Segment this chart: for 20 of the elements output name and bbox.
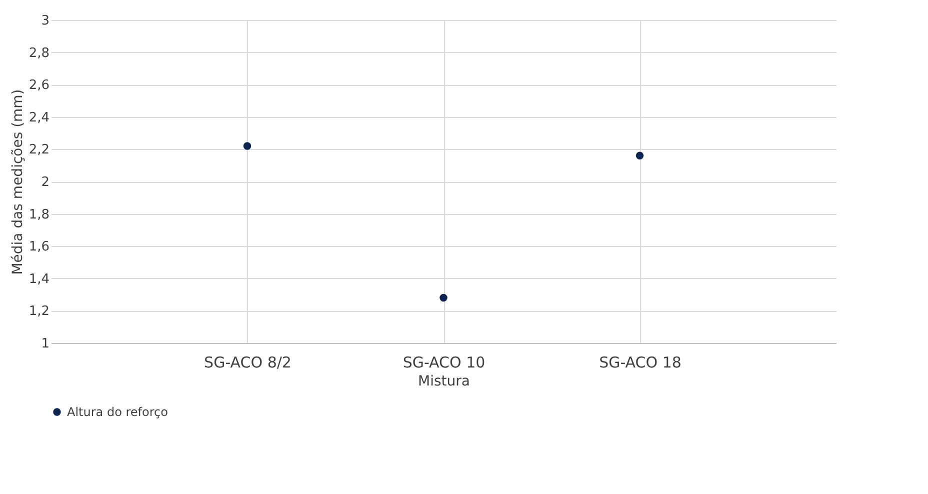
y-tick-label: 1,4 xyxy=(28,272,50,287)
y-tick-label: 1,2 xyxy=(28,304,50,320)
y-tick-label: 1 xyxy=(41,336,50,352)
y-tick-label: 3 xyxy=(41,14,50,28)
x-tick-label: SG-ACO 18 xyxy=(599,354,682,372)
point xyxy=(636,152,644,160)
y-tick-label: 2,4 xyxy=(28,110,50,126)
y-tick-label: 2,8 xyxy=(28,46,50,61)
y-tick-label: 2 xyxy=(41,175,50,190)
x-tick-label: SG-ACO 10 xyxy=(402,354,486,372)
y-tick-label: 2,6 xyxy=(28,78,50,94)
legend-label: Altura do reforço xyxy=(67,405,168,419)
x-tick-label: SG-ACO 8/2 xyxy=(204,354,292,372)
y-tick-label: 1,8 xyxy=(28,207,50,222)
x-axis-title: Mistura xyxy=(418,374,470,390)
y-axis-title: Média das medições (mm) xyxy=(10,89,26,275)
point xyxy=(243,142,252,150)
y-tick-label: 1,6 xyxy=(28,240,50,255)
y-tick-label: 2,2 xyxy=(28,142,50,158)
point xyxy=(440,294,448,302)
